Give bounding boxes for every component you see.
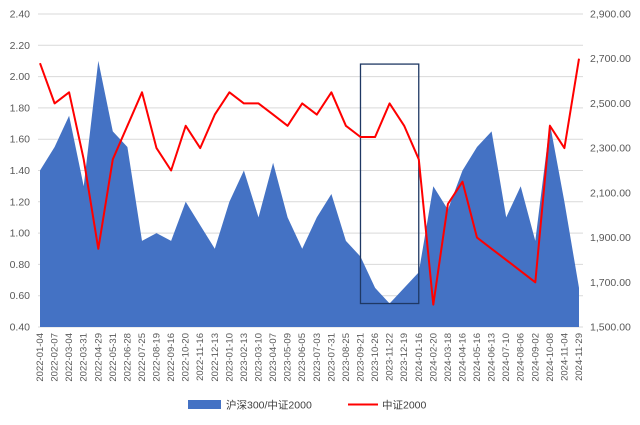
x-axis-tick-label: 2022-05-31 (108, 333, 119, 382)
x-axis-tick-label: 2022-07-25 (137, 333, 148, 382)
left-axis-tick-label: 1.20 (10, 196, 31, 208)
right-axis-ticks: 1,500.00 1,700.00 1,900.00 2,100.00 2,300.00… (590, 9, 631, 334)
left-axis-tick-label: 1.80 (10, 102, 31, 114)
x-axis-tick-label: 2023-06-05 (297, 333, 308, 382)
x-axis-tick-label: 2023-12-19 (399, 333, 410, 382)
legend-swatch-area (188, 400, 221, 409)
x-axis-tick-label: 2022-06-28 (122, 333, 133, 382)
x-axis-tick-label: 2023-01-10 (224, 333, 235, 382)
x-axis-tick-label: 2023-03-10 (254, 333, 265, 382)
x-axis-tick-label: 2023-07-31 (326, 333, 337, 382)
x-axis-tick-label: 2022-01-04 (35, 333, 46, 382)
right-axis-tick-label: 2,300.00 (590, 143, 631, 155)
x-axis-tick-label: 2022-04-29 (93, 333, 104, 382)
legend: 沪深300/中证2000 中证2000 (188, 399, 427, 412)
right-axis-tick-label: 2,100.00 (590, 187, 631, 199)
x-axis-tick-label: 2022-03-04 (64, 333, 75, 382)
left-axis-tick-label: 2.20 (10, 40, 31, 52)
x-axis-tick-label: 2022-09-16 (166, 333, 177, 382)
x-axis-tick-label: 2022-11-16 (195, 333, 206, 381)
left-axis-tick-label: 2.00 (10, 71, 31, 83)
left-axis-ticks: 0.40 0.60 0.80 1.00 1.20 1.40 1.60 1.80 2.00 2.20… (10, 9, 31, 334)
x-axis-tick-label: 2022-10-20 (181, 333, 192, 382)
x-axis-tick-label: 2022-08-19 (152, 333, 163, 382)
x-axis-tick-label: 2024-02-20 (428, 333, 439, 382)
x-axis-ticks: 2022-01-04 2022-02-07 2022-03-04 2022-03-31… (35, 333, 585, 382)
highlight-box (359, 63, 420, 305)
x-axis-tick-label: 2023-08-25 (341, 333, 352, 382)
x-axis-tick-label: 2023-05-09 (283, 333, 294, 382)
x-axis-tick-label: 2024-03-18 (443, 333, 454, 382)
x-axis-tick-label: 2024-11-29 (574, 333, 585, 381)
legend-label-line: 中证2000 (382, 399, 427, 412)
x-axis-tick-label: 2023-11-22 (385, 333, 396, 381)
x-axis-tick-label: 2023-07-03 (312, 333, 323, 382)
x-axis-tick-label: 2024-05-16 (472, 333, 483, 382)
x-axis-tick-label: 2024-01-16 (414, 333, 425, 382)
x-axis-tick-label: 2023-09-21 (355, 333, 366, 382)
right-axis-tick-label: 1,500.00 (590, 322, 631, 334)
x-axis-tick-label: 2024-09-02 (530, 333, 541, 382)
right-axis-tick-label: 2,900.00 (590, 9, 631, 21)
x-axis-tick-label: 2024-04-16 (457, 333, 468, 382)
x-axis-tick-label: 2024-07-10 (501, 333, 512, 382)
x-axis-tick-label: 2023-04-07 (268, 333, 279, 382)
right-axis-tick-label: 2,700.00 (590, 53, 631, 65)
line-series-layer (39, 58, 580, 306)
right-axis-tick-label: 1,700.00 (590, 277, 631, 289)
x-axis-tick-label: 2022-12-13 (210, 333, 221, 382)
left-axis-tick-label: 0.60 (10, 290, 31, 302)
right-axis-tick-label: 2,500.00 (590, 98, 631, 110)
x-axis-tick-label: 2024-10-08 (545, 333, 556, 382)
area-series (40, 60, 579, 328)
x-axis-tick-label: 2022-03-31 (79, 333, 90, 382)
x-axis-tick-label: 2023-10-26 (370, 333, 381, 382)
left-axis-tick-label: 0.80 (10, 259, 31, 271)
line-series (39, 58, 580, 306)
right-axis-tick-label: 1,900.00 (590, 232, 631, 244)
left-axis-tick-label: 1.40 (10, 165, 31, 177)
x-axis-tick-label: 2024-08-06 (516, 333, 527, 382)
legend-label-area: 沪深300/中证2000 (226, 399, 312, 412)
highlight-box-layer (359, 63, 420, 305)
area-series-layer (40, 60, 579, 328)
left-axis-tick-label: 1.00 (10, 228, 31, 240)
x-axis-tick-label: 2024-11-04 (559, 333, 570, 381)
left-axis-tick-label: 0.40 (10, 322, 31, 334)
x-axis-tick-label: 2022-02-07 (50, 333, 61, 382)
left-axis-tick-label: 2.40 (10, 9, 31, 21)
x-axis-tick-label: 2023-02-13 (239, 333, 250, 382)
left-axis-tick-label: 1.60 (10, 134, 31, 146)
x-axis-tick-label: 2024-06-13 (487, 333, 498, 382)
